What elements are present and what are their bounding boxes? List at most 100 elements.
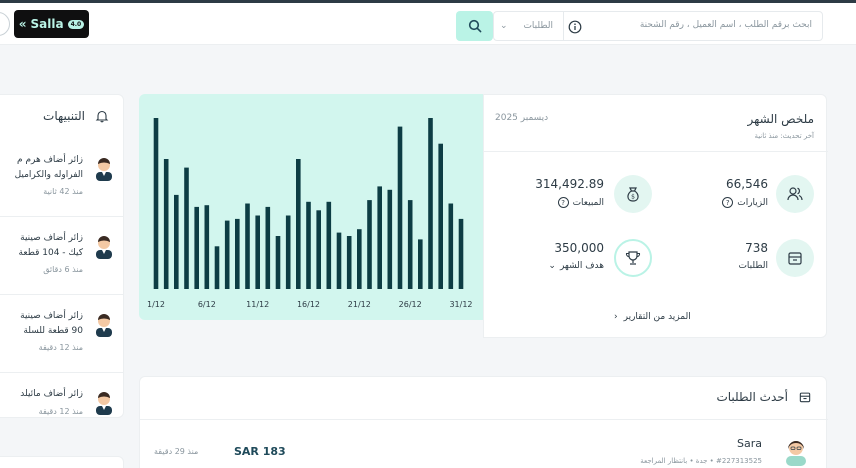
search-scope-label: الطلبات	[523, 21, 553, 31]
chevron-down-icon[interactable]: ⌄	[548, 261, 556, 271]
summary-title: ملخص الشهر	[747, 112, 814, 126]
notification-text: زائر أضاف مائيلد	[20, 389, 83, 399]
visits-value: 66,546	[726, 177, 768, 191]
order-amount: SAR 183	[234, 445, 286, 458]
help-icon[interactable]: ?	[557, 197, 569, 208]
x-tick-label: 1/12	[147, 300, 165, 309]
notification-time: منذ 12 دقيقة	[38, 407, 83, 416]
bar-12/12[interactable]	[265, 206, 271, 289]
bar-14/12[interactable]	[285, 215, 291, 290]
x-tick-label: 26/12	[399, 300, 422, 309]
bar-22/12[interactable]	[367, 200, 372, 289]
visits-label: الزيارات?	[722, 197, 768, 208]
salla-logo[interactable]: « Salla 4.0	[14, 10, 89, 38]
notification-item[interactable]: زائر أضاف صينية كيك - 104 قطعة منذ 6 دقائ…	[0, 217, 123, 295]
bar-19/12[interactable]	[336, 232, 342, 289]
bar-29/12[interactable]	[438, 143, 443, 289]
bar-chart: 1/12 6/12 11/12 16/12 21/12 26/12 31/12	[147, 118, 473, 309]
target-label: هدف الشهر ⌄	[548, 261, 604, 271]
orders-label: الطلبات	[738, 261, 768, 271]
bar-3/12[interactable]	[174, 194, 179, 289]
bar-23/12[interactable]	[377, 186, 382, 289]
daily-chart: 1/12 6/12 11/12 16/12 21/12 26/12 31/12	[139, 94, 483, 320]
x-tick-label: 6/12	[198, 300, 216, 309]
chevron-down-icon: ⌄	[500, 21, 508, 31]
x-tick-label: 31/12	[449, 300, 472, 309]
bar-26/12[interactable]	[407, 200, 413, 289]
bar-8/12[interactable]	[224, 220, 230, 289]
box-icon	[799, 392, 811, 403]
bar-15/12[interactable]	[296, 159, 301, 289]
bar-10/12[interactable]	[245, 203, 250, 290]
bar-2/12[interactable]	[163, 159, 169, 289]
secondary-panel	[0, 456, 124, 468]
summary-month: ديسمبر 2025	[495, 113, 549, 123]
bar-31/12[interactable]	[458, 218, 464, 289]
bar-24/12[interactable]	[387, 189, 393, 289]
divider	[484, 151, 828, 152]
bar-7/12[interactable]	[214, 246, 220, 290]
bar-5/12[interactable]	[194, 206, 199, 289]
svg-text:$: $	[631, 194, 635, 201]
users-icon	[776, 175, 814, 213]
divider	[140, 419, 828, 420]
bar-27/12[interactable]	[418, 239, 423, 289]
customer-name: Sara	[737, 437, 762, 450]
bar-17/12[interactable]	[316, 210, 321, 289]
notification-time: منذ 42 ثانية	[43, 187, 83, 196]
stat-visits: 66,546 الزيارات?	[656, 173, 828, 213]
notifications-header: التنبيهات	[43, 109, 109, 123]
search-input[interactable]: ابحث برقم الطلب ، اسم العميل ، رقم الشحن…	[639, 20, 812, 30]
search-icon	[468, 19, 481, 33]
notification-item[interactable]: زائر أضاف هرم م الفراوله والكراميل منذ 42…	[0, 139, 123, 217]
x-tick-label: 11/12	[246, 300, 269, 309]
trophy-icon	[614, 239, 652, 277]
bar-4/12[interactable]	[184, 167, 189, 289]
bell-icon	[95, 110, 109, 123]
latest-orders: أحدث الطلبات Sara #227313525 • جدة • بان…	[139, 376, 828, 468]
user-avatar	[93, 389, 115, 417]
bar-6/12[interactable]	[204, 205, 210, 289]
order-meta: #227313525 • جدة • بانتظار المراجعة	[640, 457, 762, 465]
money-bag-icon: $	[614, 175, 652, 213]
bar-18/12[interactable]	[326, 201, 332, 289]
user-avatar	[93, 233, 115, 263]
search-scope-dropdown[interactable]: ⌄ الطلبات	[494, 12, 564, 40]
x-tick-label: 21/12	[348, 300, 371, 309]
order-time: منذ 29 دقيقة	[154, 447, 199, 456]
notification-item[interactable]: زائر أضاف صينية 90 قطعة للسلة منذ 12 دقيق…	[0, 295, 123, 373]
bar-16/12[interactable]	[306, 201, 311, 289]
logo-chevron-icon: «	[18, 17, 27, 31]
profile-avatar[interactable]	[0, 12, 10, 36]
help-icon[interactable]: ?	[722, 197, 734, 208]
x-tick-label: 16/12	[297, 300, 320, 309]
bar-11/12[interactable]	[255, 215, 260, 290]
bar-20/12[interactable]	[346, 236, 352, 289]
logo-text: Salla	[30, 17, 64, 31]
notifications-title: التنبيهات	[43, 109, 85, 123]
notification-time: منذ 12 دقيقة	[38, 343, 83, 352]
notification-text: زائر أضاف صينية 90 قطعة للسلة	[20, 311, 83, 336]
stat-sales: $ 314,492.89 المبيعات?	[484, 173, 656, 213]
bar-9/12[interactable]	[235, 218, 240, 289]
bar-28/12[interactable]	[428, 118, 433, 289]
more-reports-link[interactable]: المزيد من التقارير ‹	[614, 312, 691, 322]
chevron-left-icon: ‹	[614, 312, 618, 322]
month-summary: ملخص الشهر آخر تحديث: منذ ثانية ديسمبر 2…	[483, 94, 828, 338]
target-value: 350,000	[554, 241, 604, 255]
orders-title: أحدث الطلبات	[716, 390, 788, 404]
user-avatar	[93, 311, 115, 341]
notifications-panel: التنبيهات زائر أضاف هرم م الفراوله والكرا…	[0, 94, 124, 418]
box-icon	[776, 239, 814, 277]
info-icon[interactable]	[568, 19, 582, 38]
customer-avatar	[782, 436, 810, 468]
bar-30/12[interactable]	[448, 203, 454, 290]
orders-value: 738	[745, 241, 768, 255]
top-bar: « Salla 4.0 ⌄ الطلبات ابحث برقم الطلب ، …	[0, 0, 856, 45]
notification-item[interactable]: زائر أضاف مائيلد منذ 12 دقيقة	[0, 373, 123, 417]
bar-13/12[interactable]	[275, 236, 281, 289]
bar-1/12[interactable]	[153, 118, 159, 289]
search-button[interactable]	[456, 11, 493, 41]
bar-25/12[interactable]	[397, 126, 403, 289]
bar-21/12[interactable]	[357, 229, 362, 289]
